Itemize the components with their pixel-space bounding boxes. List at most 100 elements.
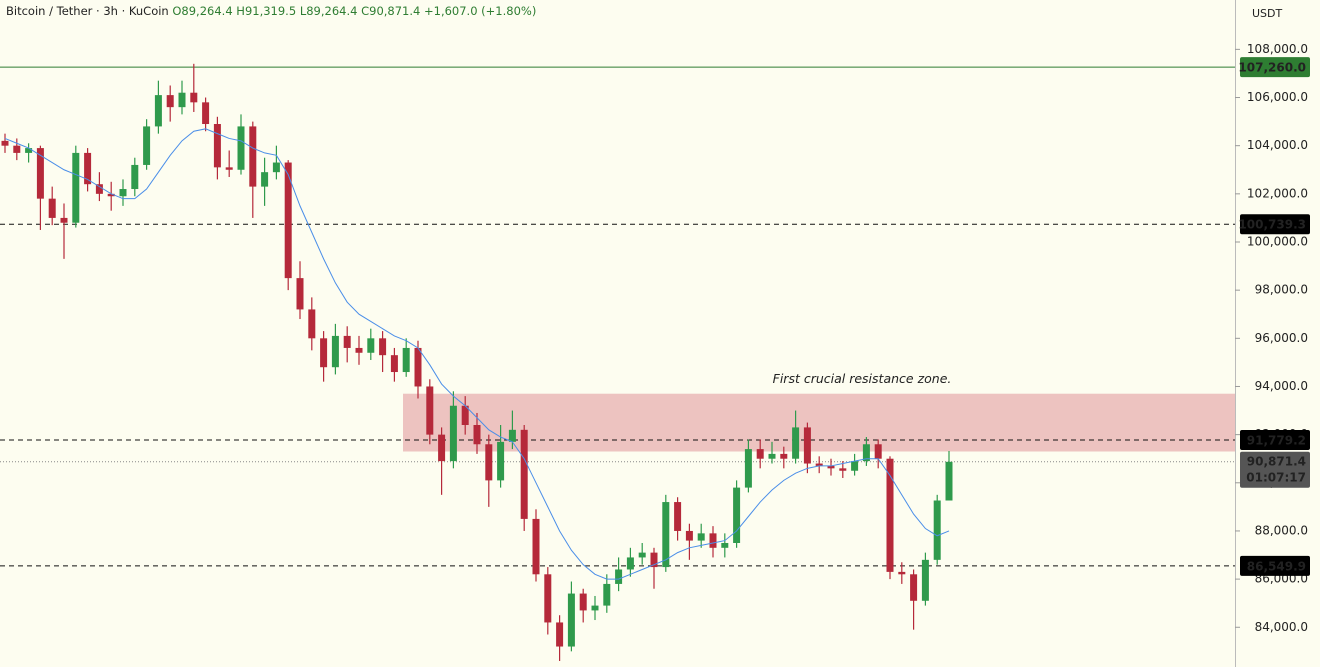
candle-body [213, 124, 221, 168]
candle-body [72, 152, 80, 223]
candle-body [544, 574, 552, 623]
candle-body [910, 574, 918, 601]
candle-body [756, 449, 764, 459]
candle-body [827, 465, 835, 469]
candle-body [308, 309, 316, 339]
candle-body [143, 126, 151, 165]
candle-body [567, 593, 575, 647]
candle-body [921, 559, 929, 601]
zone-annotation: First crucial resistance zone. [773, 371, 952, 386]
candle-body [721, 542, 729, 548]
candle-body [461, 405, 469, 426]
candle-body [320, 338, 328, 368]
candle-body [449, 405, 457, 462]
candle-body [497, 441, 505, 481]
low: L89,264.4 [300, 4, 358, 18]
candle-body [414, 347, 422, 387]
candle-body [36, 148, 44, 199]
y-tick-label: 94,000.0 [1255, 379, 1308, 393]
candle-body [426, 386, 434, 435]
candle-body [178, 92, 186, 108]
candle-body [933, 500, 941, 560]
candle-body [579, 593, 587, 611]
y-tick-label: 102,000.0 [1247, 186, 1308, 200]
current-price-bg [1240, 451, 1310, 488]
y-tick-label: 108,000.0 [1247, 42, 1308, 56]
candle-body [355, 347, 363, 353]
countdown-label: 01:07:17 [1246, 470, 1306, 484]
candle-body [272, 162, 280, 173]
level-label-bg [1240, 429, 1310, 450]
candle-body [839, 468, 847, 471]
candle-body [202, 102, 210, 125]
y-tick-label: 98,000.0 [1255, 283, 1308, 297]
candle-body [886, 458, 894, 572]
candle-body [603, 583, 611, 606]
candle-body [792, 427, 800, 459]
level-label: 100,739.3 [1238, 218, 1306, 232]
candle-body [367, 338, 375, 353]
candle-body [249, 126, 257, 187]
candle-body [131, 164, 139, 190]
level-label-bg [1240, 57, 1310, 78]
candle-body [331, 335, 339, 368]
close: C90,871.4 [361, 4, 420, 18]
candle-body [343, 335, 351, 348]
candle-body [107, 193, 115, 197]
candle-body [485, 444, 493, 481]
current-price-label: 90,871.4 [1247, 454, 1306, 468]
candle-body [48, 198, 56, 218]
candle-body [780, 453, 788, 459]
candle-body [95, 184, 103, 194]
candle-body [237, 126, 245, 170]
candle-body [284, 162, 292, 279]
candle-body [709, 533, 717, 548]
candle-body [674, 502, 682, 531]
candle-body [25, 148, 33, 153]
candle-body [662, 502, 670, 568]
candle-body [166, 95, 174, 108]
candle-body [296, 278, 304, 310]
high: H91,319.5 [236, 4, 296, 18]
level-label: 91,779.2 [1247, 433, 1306, 447]
y-tick-label: 100,000.0 [1247, 234, 1308, 248]
candle-body [379, 338, 387, 356]
candle-body [13, 145, 21, 153]
candle-body [803, 427, 811, 464]
candle-body [532, 518, 540, 575]
candle-body [60, 217, 68, 223]
candle-body [650, 552, 658, 568]
level-label-bg [1240, 555, 1310, 576]
candle-body [84, 152, 92, 185]
candle-body [390, 355, 398, 373]
y-tick-label: 104,000.0 [1247, 138, 1308, 152]
legend-header: Bitcoin / Tether · 3h · KuCoin O89,264.4… [6, 4, 536, 18]
candle-body [685, 530, 693, 541]
currency-label: USDT [1252, 7, 1283, 20]
candle-body [615, 569, 623, 584]
level-label: 107,260.0 [1238, 61, 1306, 75]
candle-body [261, 172, 269, 187]
candle-body [591, 605, 599, 611]
moving-average [4, 128, 950, 580]
candle-body [190, 92, 198, 103]
candle-body [473, 425, 481, 445]
candle-body [626, 557, 634, 570]
candle-body [154, 95, 162, 127]
candle-body [945, 461, 953, 501]
change: +1,607.0 (+1.80%) [424, 4, 536, 18]
candle-body [874, 444, 882, 459]
candle-body [225, 167, 233, 170]
symbol: Bitcoin / Tether · 3h · KuCoin [6, 4, 169, 18]
y-tick-label: 96,000.0 [1255, 331, 1308, 345]
candle-body [119, 189, 127, 197]
candle-body [638, 552, 646, 558]
level-label-bg [1240, 214, 1310, 235]
level-label: 86,549.9 [1247, 559, 1306, 573]
candle-body [815, 463, 823, 466]
candle-body [744, 449, 752, 488]
candle-body [556, 622, 564, 647]
candle-body [768, 453, 776, 459]
candle-body [520, 429, 528, 519]
